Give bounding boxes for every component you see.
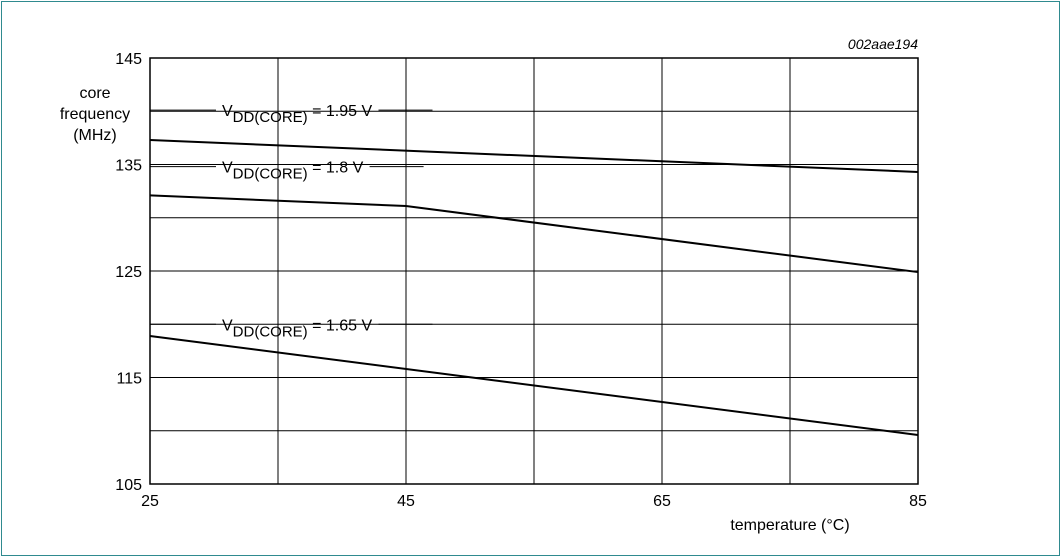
series-layer bbox=[149, 139, 919, 437]
curve-label-2: VDD(CORE) = 1.8 V bbox=[222, 160, 364, 183]
series-line-2 bbox=[149, 194, 919, 274]
y-tick-label: 135 bbox=[115, 158, 142, 175]
curve-label-1: VDD(CORE) = 1.95 V bbox=[222, 103, 372, 126]
y-tick-label: 145 bbox=[115, 51, 142, 68]
y-axis-label-line-3: (MHz) bbox=[73, 127, 117, 144]
series-line-3 bbox=[149, 334, 919, 437]
x-tick-label: 85 bbox=[909, 493, 927, 510]
figure-id: 002aae194 bbox=[848, 36, 918, 52]
annotation-layer: VDD(CORE) = 1.95 V VDD(CORE) = 1.8 V VDD(C… bbox=[150, 103, 433, 340]
y-tick-label: 105 bbox=[115, 477, 142, 494]
curve-label-3: VDD(CORE) = 1.65 V bbox=[222, 317, 372, 340]
y-tick-label: 115 bbox=[116, 371, 142, 388]
tick-label-layer: 25 45 65 85 105 115 125 135 145 bbox=[115, 51, 927, 510]
y-tick-label: 125 bbox=[115, 264, 142, 281]
series-line-1 bbox=[149, 139, 919, 173]
x-tick-label: 25 bbox=[141, 493, 159, 510]
plot-border bbox=[149, 57, 919, 485]
x-tick-label: 65 bbox=[653, 493, 671, 510]
y-axis-label-line-2: frequency bbox=[60, 106, 130, 123]
y-axis-label-line-1: core bbox=[79, 85, 110, 102]
grid-layer bbox=[149, 57, 919, 485]
x-tick-label: 45 bbox=[397, 493, 415, 510]
x-axis-label: temperature (°C) bbox=[730, 517, 849, 534]
